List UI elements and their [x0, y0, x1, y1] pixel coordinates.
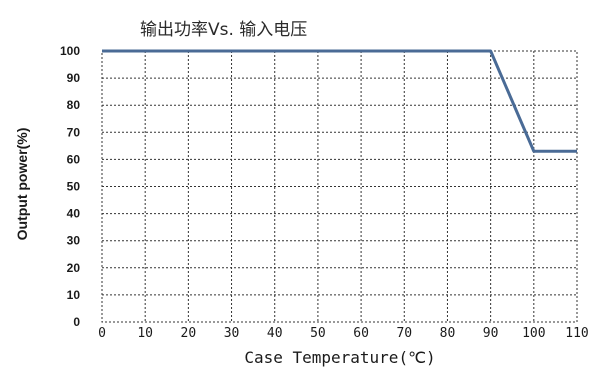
x-tick-labels: 0 10 20 30 40 50 60 70 80 90 100 110	[98, 326, 589, 341]
y-tick-label: 80	[67, 98, 81, 112]
y-tick-label: 50	[67, 180, 81, 194]
x-axis-label: Case Temperature(℃)	[244, 348, 435, 367]
y-axis-label: Output power(%)	[14, 128, 30, 241]
x-tick-label: 80	[440, 326, 456, 341]
series-line	[102, 49, 577, 153]
x-tick-label: 20	[181, 326, 197, 341]
x-tick-label: 30	[224, 326, 240, 341]
x-tick-label: 0	[98, 326, 106, 341]
y-tick-label: 40	[67, 207, 81, 221]
series-layer	[102, 49, 577, 153]
x-tick-label: 100	[522, 326, 545, 341]
y-tick-labels: 0 10 20 30 40 50 60 70 80 90 100	[60, 44, 80, 329]
x-tick-label: 110	[565, 326, 588, 341]
x-tick-label: 70	[396, 326, 412, 341]
x-tick-label: 60	[353, 326, 369, 341]
y-tick-label: 70	[67, 125, 81, 139]
grid-lines	[101, 50, 578, 323]
y-tick-label: 0	[73, 315, 80, 329]
x-tick-label: 50	[310, 326, 326, 341]
y-tick-label: 60	[67, 152, 81, 166]
chart-title: 输出功率Vs. 输入电压	[140, 20, 307, 40]
x-tick-label: 90	[483, 326, 499, 341]
y-tick-label: 90	[67, 71, 81, 85]
y-tick-label: 100	[60, 44, 80, 58]
y-tick-label: 20	[67, 261, 81, 275]
y-tick-label: 30	[67, 234, 81, 248]
x-tick-label: 10	[137, 326, 153, 341]
x-tick-label: 40	[267, 326, 283, 341]
y-tick-label: 10	[67, 288, 81, 302]
